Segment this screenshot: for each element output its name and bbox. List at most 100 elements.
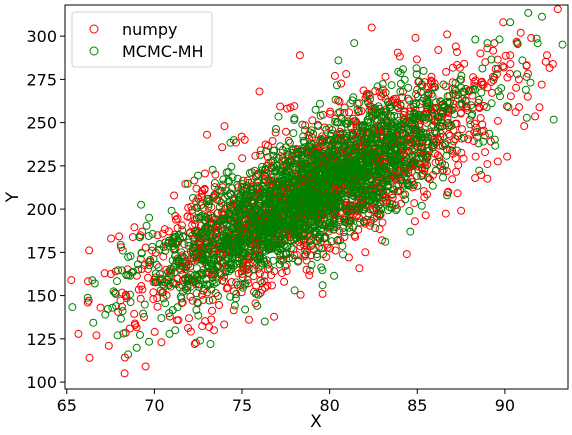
data-point [387, 119, 396, 128]
data-point [108, 303, 117, 312]
data-point [467, 111, 476, 120]
data-point [207, 265, 216, 274]
data-point [363, 122, 372, 131]
data-point [298, 120, 307, 129]
data-point [345, 108, 354, 117]
data-point [322, 125, 331, 134]
data-point [323, 160, 332, 169]
data-point [290, 114, 299, 123]
data-point [251, 252, 260, 261]
data-point [403, 94, 412, 103]
data-point [214, 261, 223, 270]
data-point [244, 279, 253, 288]
data-point [436, 162, 445, 171]
data-point [457, 83, 466, 92]
data-point [262, 256, 271, 265]
data-point [202, 261, 211, 269]
data-point [483, 160, 492, 169]
data-point [351, 151, 360, 160]
data-point [513, 40, 522, 49]
data-point [324, 170, 333, 179]
data-point [410, 217, 419, 226]
data-point [304, 225, 312, 234]
data-point [282, 172, 291, 181]
data-point [168, 306, 177, 314]
data-point [440, 104, 448, 113]
data-point [152, 260, 161, 269]
data-point [208, 295, 217, 304]
data-point [109, 287, 118, 296]
data-point [269, 256, 278, 265]
data-point [456, 75, 465, 84]
data-point [314, 164, 323, 173]
data-point [130, 309, 139, 318]
data-point [254, 229, 263, 238]
data-point [338, 242, 347, 250]
data-point [215, 202, 224, 211]
data-point [330, 134, 339, 143]
data-point [159, 252, 168, 261]
data-point [289, 245, 298, 254]
data-point [274, 221, 282, 230]
data-point [211, 240, 220, 248]
data-point [229, 200, 238, 209]
data-point [300, 138, 309, 147]
data-point [449, 137, 458, 146]
data-point [235, 192, 244, 201]
data-point [388, 129, 397, 138]
data-point [199, 286, 208, 295]
data-point [361, 167, 370, 175]
data-point [444, 121, 453, 130]
data-point [513, 70, 522, 79]
data-point [373, 82, 382, 91]
data-point [192, 271, 201, 280]
data-point [237, 288, 246, 297]
data-point [188, 296, 197, 305]
data-point [448, 63, 457, 72]
data-point [464, 135, 473, 144]
legend-label-mcmc-mh: MCMC-MH [122, 42, 204, 61]
data-point [330, 71, 339, 80]
data-point [478, 120, 487, 129]
data-point [266, 202, 275, 211]
data-point [478, 64, 487, 73]
data-point [297, 152, 305, 161]
data-point [212, 263, 221, 272]
data-point [396, 87, 405, 96]
data-point [256, 276, 265, 285]
data-point [450, 110, 459, 119]
data-point [196, 336, 204, 345]
data-point [171, 326, 180, 335]
data-point [211, 226, 220, 235]
data-point [247, 178, 256, 187]
data-point [365, 91, 374, 100]
data-point [495, 35, 504, 44]
data-point [276, 168, 285, 177]
data-point [206, 340, 215, 348]
data-point [379, 191, 388, 200]
data-point [373, 139, 382, 148]
data-point [148, 246, 156, 255]
data-point [319, 250, 328, 259]
data-point [219, 250, 228, 259]
data-point [339, 228, 348, 237]
data-point [67, 276, 76, 285]
data-point [472, 127, 481, 136]
data-point [522, 61, 531, 70]
data-point [306, 266, 314, 275]
data-point [146, 256, 155, 265]
data-point [381, 72, 390, 81]
x-tick-label: 85 [407, 396, 427, 415]
data-point [405, 207, 414, 215]
data-point [349, 145, 358, 154]
data-point [290, 102, 299, 111]
data-point [321, 192, 330, 201]
data-point [256, 146, 265, 155]
data-point [221, 193, 229, 202]
data-point [418, 171, 427, 180]
data-point [419, 149, 428, 158]
data-point [124, 350, 133, 359]
y-tick-label: 125 [26, 330, 57, 349]
data-point [316, 99, 324, 108]
data-point [278, 269, 286, 278]
